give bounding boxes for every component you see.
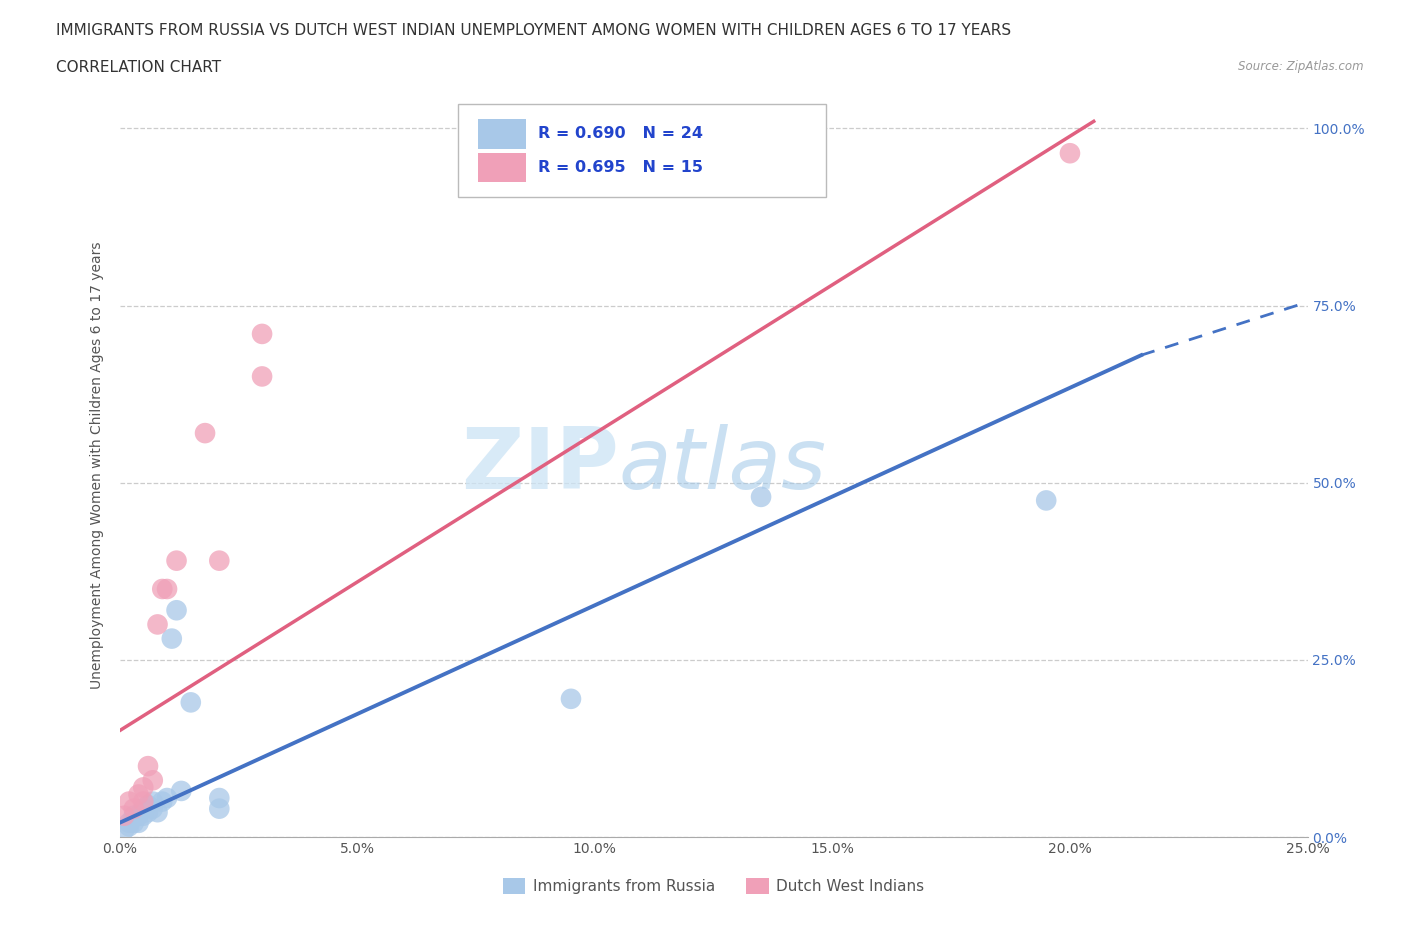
Point [132,780,155,795]
Text: Source: ZipAtlas.com: Source: ZipAtlas.com [1239,60,1364,73]
Point [146,617,169,631]
Point [142,773,165,788]
Point [132,808,155,823]
Text: atlas: atlas [619,423,827,507]
Point [118,816,141,830]
Legend: Immigrants from Russia, Dutch West Indians: Immigrants from Russia, Dutch West India… [496,871,931,900]
Text: R = 0.695   N = 15: R = 0.695 N = 15 [537,160,703,175]
Point [146,804,169,819]
Point [166,553,188,568]
Point [208,553,231,568]
Point [250,369,273,384]
Point [156,581,179,596]
Point [136,759,159,774]
Point [180,695,202,710]
Point [118,794,141,809]
Point [118,819,141,834]
Point [749,489,772,504]
Y-axis label: Unemployment Among Women with Children Ages 6 to 17 years: Unemployment Among Women with Children A… [90,241,104,689]
Point [122,816,145,830]
Point [208,802,231,817]
Point [136,798,159,813]
Text: ZIP: ZIP [461,423,619,507]
Text: CORRELATION CHART: CORRELATION CHART [56,60,221,75]
FancyBboxPatch shape [458,104,827,197]
Point [170,783,193,798]
Point [1035,493,1057,508]
Point [132,794,155,809]
Point [112,822,135,837]
Bar [478,153,526,182]
Point [1059,146,1081,161]
Point [112,808,135,823]
Text: R = 0.690   N = 24: R = 0.690 N = 24 [537,126,703,141]
Bar [478,119,526,149]
Point [208,790,231,805]
Point [150,794,173,809]
Point [128,816,150,830]
Point [142,794,165,809]
Point [128,787,150,802]
Point [142,802,165,817]
Point [156,790,179,805]
Point [122,808,145,823]
Point [250,326,273,341]
Point [136,804,159,819]
Point [132,802,155,817]
Text: IMMIGRANTS FROM RUSSIA VS DUTCH WEST INDIAN UNEMPLOYMENT AMONG WOMEN WITH CHILDR: IMMIGRANTS FROM RUSSIA VS DUTCH WEST IND… [56,23,1011,38]
Point [122,802,145,817]
Point [560,691,582,706]
Point [150,581,173,596]
Point [166,603,188,618]
Point [128,808,150,823]
Point [160,631,183,646]
Point [194,426,217,441]
